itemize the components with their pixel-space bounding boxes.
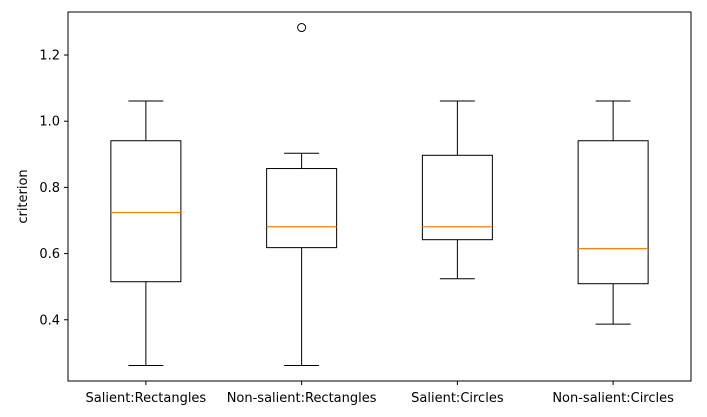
box-group — [421, 100, 493, 280]
x-tick-label: Non-salient:Circles — [552, 391, 674, 406]
box-group — [110, 100, 182, 366]
x-axis: Salient:Rectangles Non-salient:Rectangles… — [86, 381, 674, 406]
box-group — [577, 100, 649, 325]
plot-area — [110, 23, 649, 366]
y-tick-label: 0.4 — [39, 313, 60, 328]
x-tick-label: Salient:Rectangles — [86, 391, 207, 406]
box-iqr — [577, 140, 649, 285]
y-axis: 0.4 0.6 0.8 1.0 1.2 — [39, 49, 68, 328]
y-axis-label: criterion — [16, 169, 31, 223]
y-tick-label: 0.6 — [39, 247, 60, 262]
x-tick-label: Salient:Circles — [411, 391, 504, 406]
plot-frame — [67, 11, 692, 382]
y-tick-label: 1.2 — [39, 49, 60, 64]
box-iqr — [421, 154, 493, 241]
outlier-point — [297, 23, 307, 33]
x-tick-label: Non-salient:Rectangles — [227, 391, 377, 406]
y-tick-label: 0.8 — [39, 181, 60, 196]
box-group — [266, 23, 338, 366]
box-iqr — [266, 168, 338, 249]
y-tick-label: 1.0 — [39, 115, 60, 130]
box-iqr — [110, 140, 182, 283]
